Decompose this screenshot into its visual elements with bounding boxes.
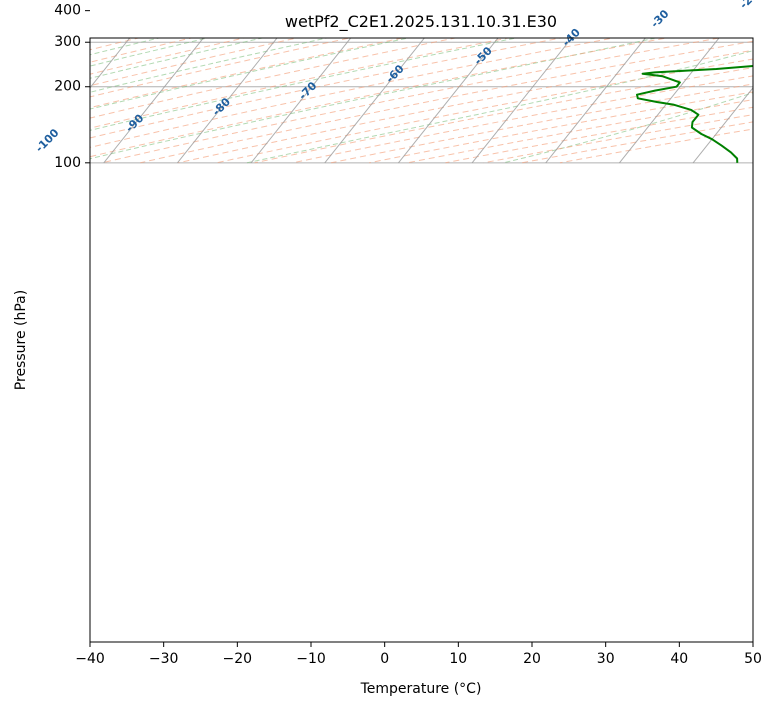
- dry-adiabat-line: [445, 106, 753, 164]
- y-tick-label: 100: [54, 155, 81, 171]
- isotherm-line: [619, 38, 720, 164]
- y-tick-label: 300: [54, 34, 81, 50]
- dry-adiabat-line: [369, 91, 753, 164]
- x-tick-label: 10: [449, 651, 467, 667]
- dewpoint-profile-line: [636, 65, 753, 163]
- isotherm-line: [250, 38, 352, 164]
- x-tick-label: −20: [223, 651, 253, 667]
- x-tick-label: 0: [380, 651, 389, 667]
- dry-adiabat-line: [90, 38, 511, 129]
- isotherm-line: [324, 38, 425, 164]
- dry-adiabat-line: [331, 83, 753, 164]
- isotherm-line: [471, 38, 573, 164]
- reference-lines: [90, 38, 753, 164]
- isotherm-line: [545, 38, 646, 164]
- x-tick-label: 50: [744, 651, 762, 667]
- axes: −40−30−20−100102030405010020030040050060…: [54, 3, 762, 667]
- isotherm-line: [177, 38, 278, 164]
- moist-adiabat-line: [90, 38, 411, 110]
- x-tick-label: 40: [670, 651, 688, 667]
- dry-adiabat-line: [90, 38, 564, 139]
- dry-adiabat-line: [216, 58, 753, 164]
- x-tick-label: 20: [523, 651, 541, 667]
- dry-adiabat-line: [178, 49, 753, 164]
- moist-adiabat-line: [90, 38, 330, 93]
- isotherm-line: [103, 38, 204, 164]
- x-axis-title: Temperature (°C): [360, 681, 482, 697]
- chart-title: wetPf2_C2E1.2025.131.10.31.E30: [285, 12, 557, 32]
- moist-adiabat-line: [90, 38, 659, 160]
- plot-frame: [89, 37, 754, 643]
- dry-adiabat-line: [140, 40, 753, 164]
- x-tick-label: 30: [597, 651, 615, 667]
- dry-adiabat-line: [407, 99, 753, 164]
- y-tick-label: 200: [54, 79, 81, 95]
- profiles: [636, 65, 753, 163]
- dry-adiabat-line: [101, 38, 722, 164]
- isotherm-line: [692, 86, 753, 164]
- x-tick-label: −10: [296, 651, 326, 667]
- isotherm-line: [398, 38, 499, 164]
- y-axis-title: Pressure (hPa): [13, 290, 29, 390]
- y-tick-label: 400: [54, 3, 81, 19]
- x-tick-label: −40: [75, 651, 105, 667]
- x-tick-label: −30: [149, 651, 179, 667]
- isotherm-label: -20: [737, 0, 760, 11]
- moist-adiabat-line: [90, 38, 162, 56]
